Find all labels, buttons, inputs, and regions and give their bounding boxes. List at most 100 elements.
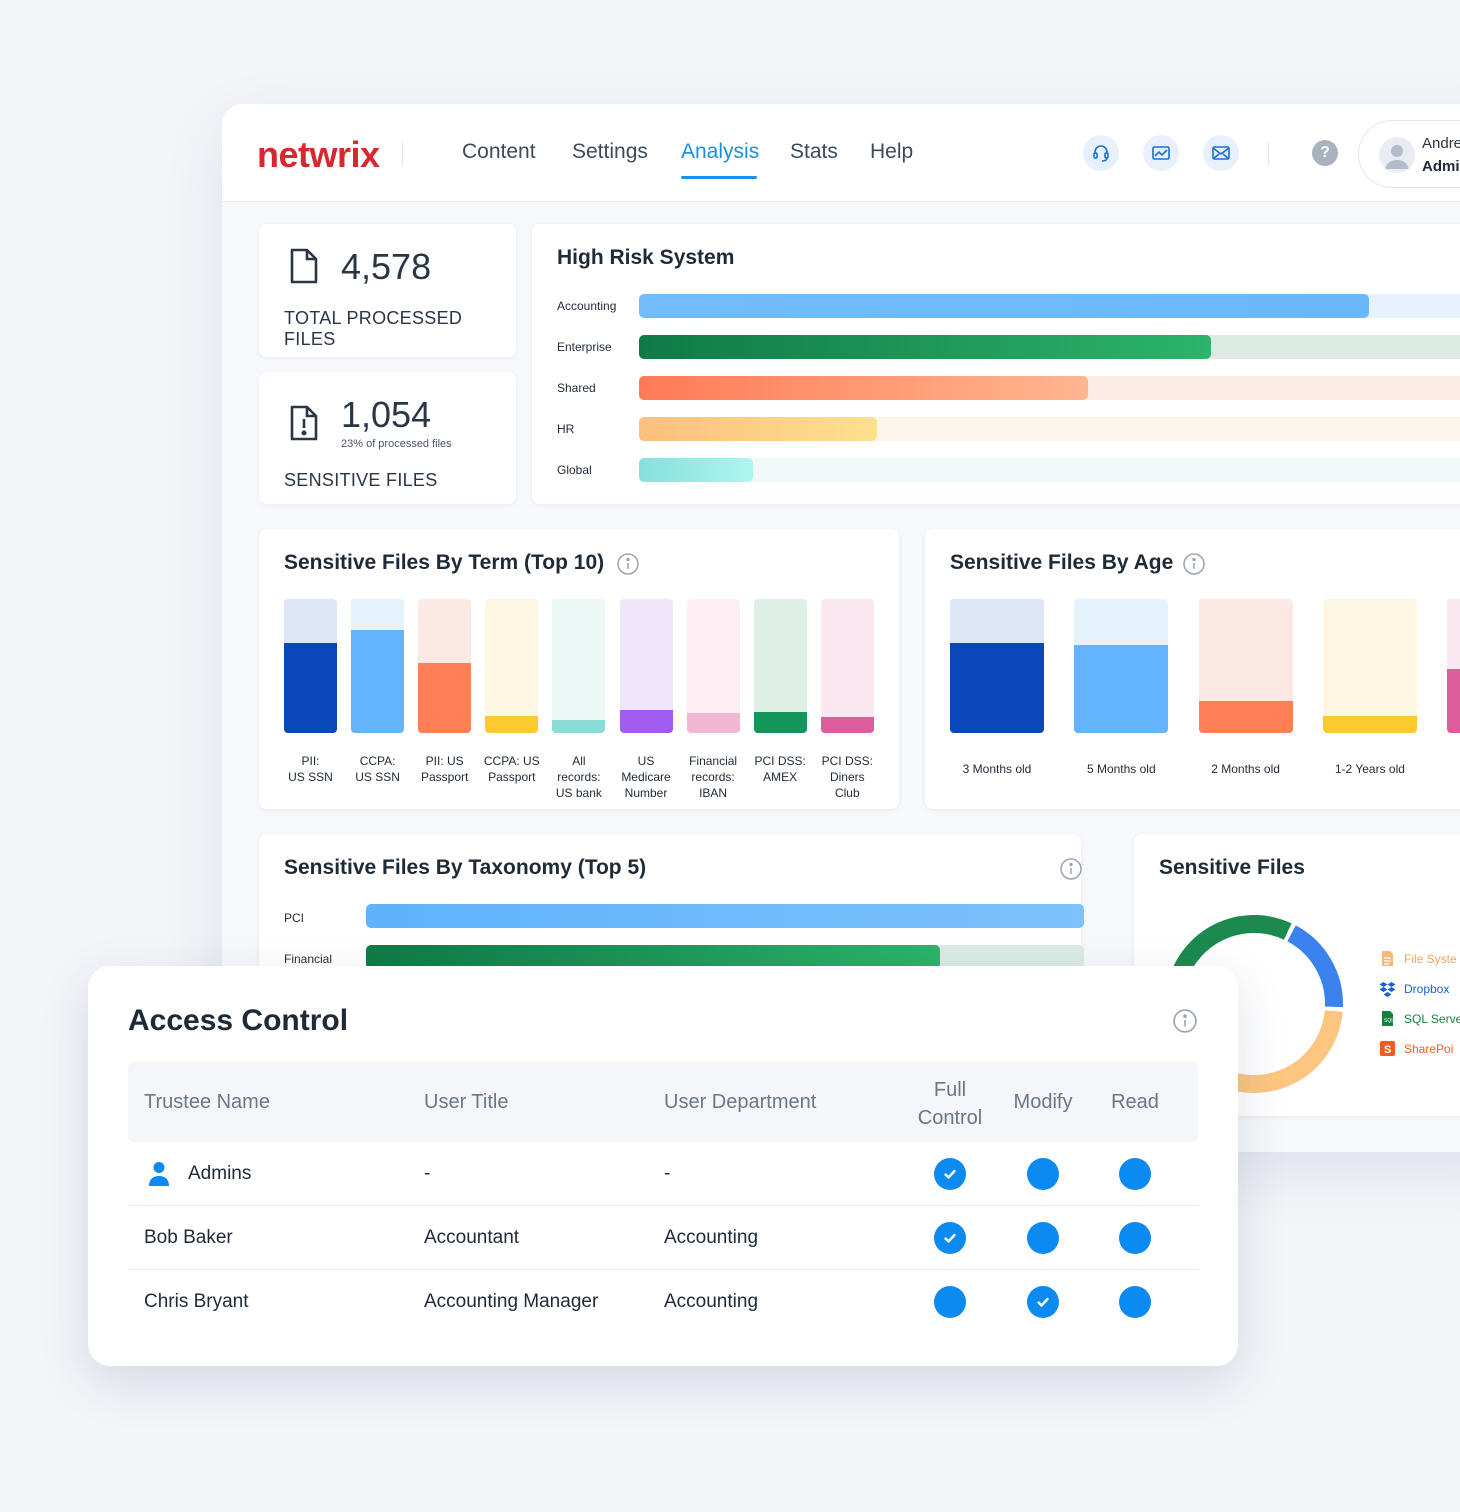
bar-ccpa-us-passport[interactable]	[485, 715, 539, 733]
col-user-title[interactable]: User Title	[424, 1091, 509, 1113]
bar-5-months-old[interactable]	[1074, 644, 1169, 733]
bar-label-line: Financial	[689, 754, 738, 768]
donut-slice-sql-server[interactable]	[1173, 915, 1292, 975]
bar-financial-records-iban[interactable]	[686, 712, 740, 733]
legend-sql-server[interactable]: SQL SQL Serve	[1379, 1010, 1460, 1027]
legend-sharepoint[interactable]: S SharePoi	[1379, 1040, 1453, 1057]
bar-label-pci-dss-diners-club: PCI DSS: Diners Club	[812, 753, 882, 801]
user-department-cell: Accounting	[664, 1227, 759, 1248]
bar-ccpa-us-ssn[interactable]	[351, 629, 405, 733]
bar-accounting[interactable]	[639, 294, 1370, 318]
bar-track-pii-us-ssn	[284, 599, 337, 733]
info-icon[interactable]	[617, 553, 639, 575]
bar-label-line: CCPA: US	[483, 754, 540, 768]
bar-label-line: Diners	[829, 770, 865, 784]
nav-help[interactable]: Help	[870, 140, 914, 163]
bar-3-months-old[interactable]	[950, 643, 1044, 733]
trustee-name-cell: Admins	[188, 1163, 252, 1184]
bar-track-1	[1447, 599, 1460, 733]
full-permission-toggle[interactable]	[934, 1158, 966, 1190]
bar-track-pci-dss-amex	[753, 599, 807, 733]
info-icon[interactable]	[1183, 553, 1205, 575]
total-files-value: 4,578	[341, 246, 432, 287]
bar-shared[interactable]	[639, 376, 1088, 400]
bar-label-pci: PCI	[284, 911, 305, 925]
modify-permission-toggle[interactable]	[1027, 1158, 1059, 1190]
bar-label-line: IBAN	[699, 786, 728, 800]
read-permission-toggle[interactable]	[1119, 1222, 1151, 1254]
bar-hr[interactable]	[639, 417, 877, 441]
bar-label-line: PCI DSS:	[754, 754, 806, 768]
sql-server-icon: SQL	[1379, 1010, 1396, 1027]
bar-global[interactable]	[639, 458, 754, 482]
donut-slice-dropbox[interactable]	[1287, 925, 1343, 1008]
full-permission-toggle[interactable]	[934, 1286, 966, 1318]
taxonomy-title: Sensitive Files By Taxonomy (Top 5)	[284, 856, 647, 879]
mail-icon[interactable]	[1203, 135, 1239, 171]
bar-1-2-years-old[interactable]	[1322, 715, 1417, 733]
nav-settings[interactable]: Settings	[572, 140, 648, 163]
bar-track-financial	[366, 945, 1084, 969]
user-department-cell: -	[664, 1163, 671, 1184]
col-modify[interactable]: Modify	[1013, 1091, 1073, 1113]
bar-track-accounting	[639, 294, 1460, 318]
bar-label-line: Passport	[488, 770, 536, 784]
bar-pii-us-ssn[interactable]	[284, 643, 337, 733]
bar-label-line: Number	[624, 786, 668, 800]
modify-permission-toggle[interactable]	[1027, 1286, 1059, 1318]
bar-label-line: US SSN	[288, 770, 333, 784]
sensitive-files-value: 1,054	[341, 394, 432, 435]
bar-label-line: PCI DSS:	[821, 754, 873, 768]
legend-file-system[interactable]: File Syste	[1379, 950, 1457, 967]
user-menu[interactable]: Andre Admi	[1358, 120, 1460, 188]
toolbar-divider	[1268, 142, 1269, 166]
bar-label-pii-us-passport: PII: US Passport	[410, 753, 480, 785]
info-icon[interactable]	[1173, 1009, 1197, 1033]
bar-label-1-2-years-old: 1-2 Years old	[1334, 762, 1405, 776]
netwrix-logo[interactable]: netwrix	[257, 134, 380, 175]
user-icon	[148, 1161, 170, 1192]
col-full-control[interactable]: Full Control	[900, 1076, 1000, 1132]
bar-pci-dss-diners-club[interactable]	[820, 716, 874, 733]
bar-1[interactable]	[1447, 668, 1460, 733]
bar-financial[interactable]	[366, 945, 941, 969]
user-title-cell: -	[424, 1163, 431, 1184]
bar-pci-dss-amex[interactable]	[753, 711, 807, 733]
col-user-department[interactable]: User Department	[664, 1091, 817, 1113]
legend-dropbox[interactable]: Dropbox	[1379, 980, 1449, 997]
col-trustee-name[interactable]: Trustee Name	[144, 1091, 270, 1113]
active-tab-indicator	[681, 176, 757, 179]
col-read[interactable]: Read	[1111, 1091, 1159, 1113]
bar-pci[interactable]	[366, 904, 1084, 928]
divider	[402, 141, 403, 165]
alert-file-icon	[290, 405, 318, 441]
bar-track-shared	[639, 376, 1460, 400]
nav-stats[interactable]: Stats	[790, 140, 838, 163]
bar-label-line: US	[637, 754, 655, 768]
avatar	[1379, 137, 1415, 173]
read-permission-toggle[interactable]	[1119, 1158, 1151, 1190]
help-icon[interactable]: ?	[1312, 140, 1338, 166]
bar-label-line: records:	[691, 770, 735, 784]
file-icon	[290, 248, 318, 284]
bar-track-enterprise	[639, 335, 1460, 359]
legend-label: Dropbox	[1404, 981, 1450, 996]
bar-all-records-us-bank[interactable]	[552, 719, 606, 733]
high-risk-system-card: High Risk System Accounting Enterprise Sha…	[532, 224, 1460, 504]
bar-enterprise[interactable]	[639, 335, 1211, 359]
report-icon[interactable]	[1143, 135, 1179, 171]
bar-label-line: US bank	[555, 786, 602, 800]
file-system-icon	[1379, 950, 1396, 967]
nav-content[interactable]: Content	[462, 140, 536, 163]
bar-pii-us-passport[interactable]	[418, 663, 472, 733]
full-permission-toggle[interactable]	[934, 1222, 966, 1254]
bar-2-months-old[interactable]	[1198, 700, 1293, 733]
bar-track-pci	[366, 904, 1084, 928]
nav-analysis[interactable]: Analysis	[681, 140, 760, 163]
read-permission-toggle[interactable]	[1119, 1286, 1151, 1318]
info-icon[interactable]	[1060, 858, 1082, 880]
bar-us-medicare-number[interactable]	[619, 710, 673, 733]
headset-icon[interactable]	[1083, 135, 1119, 171]
user-department-cell: Accounting	[664, 1291, 759, 1312]
modify-permission-toggle[interactable]	[1027, 1222, 1059, 1254]
